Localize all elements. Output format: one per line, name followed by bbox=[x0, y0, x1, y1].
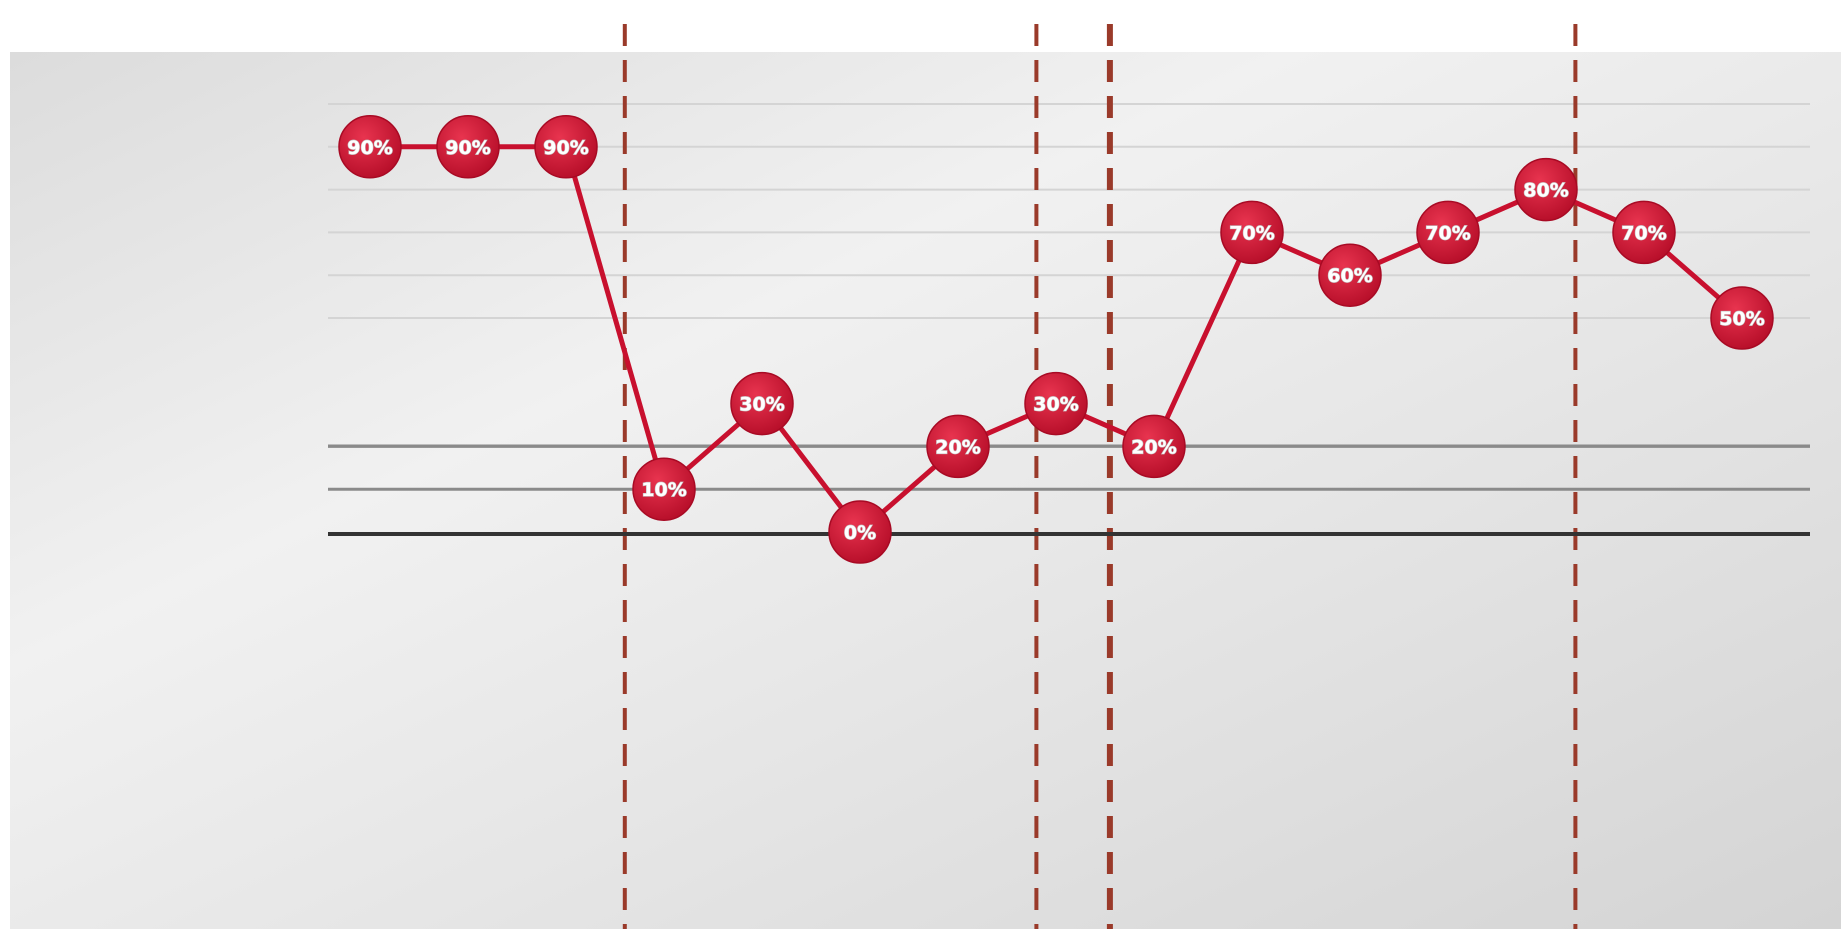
data-point bbox=[1514, 157, 1578, 222]
section-dividers bbox=[622, 24, 1578, 929]
data-label: 30% bbox=[739, 394, 784, 416]
data-label: 70% bbox=[1425, 222, 1470, 244]
data-point bbox=[338, 115, 402, 179]
data-point bbox=[730, 371, 794, 436]
data-point bbox=[1318, 243, 1382, 307]
data-label: 10% bbox=[641, 479, 686, 501]
data-label: 20% bbox=[935, 436, 980, 458]
data-label: 70% bbox=[1621, 222, 1666, 244]
data-point bbox=[436, 115, 500, 179]
data-point bbox=[828, 500, 892, 564]
data-label: 30% bbox=[1033, 394, 1078, 416]
data-point bbox=[1416, 200, 1480, 265]
data-label: 80% bbox=[1523, 180, 1568, 202]
data-label: 60% bbox=[1327, 265, 1372, 287]
data-points: 90% 90% 90% 10% 30% 0% 20% 30% 20% 70% 60% 70% 80% 70… bbox=[338, 115, 1774, 564]
data-point bbox=[632, 457, 696, 521]
data-point bbox=[1122, 414, 1186, 479]
data-label: 50% bbox=[1719, 308, 1764, 330]
data-label: 90% bbox=[347, 137, 392, 159]
data-label: 90% bbox=[543, 137, 588, 159]
data-point bbox=[1710, 286, 1774, 350]
data-point bbox=[534, 115, 598, 179]
data-label: 20% bbox=[1131, 436, 1176, 458]
data-point bbox=[1220, 200, 1284, 265]
data-label: 90% bbox=[445, 137, 490, 159]
data-label: 70% bbox=[1229, 222, 1274, 244]
data-label: 0% bbox=[844, 522, 876, 544]
data-point bbox=[926, 414, 990, 479]
data-point bbox=[1612, 200, 1676, 265]
data-point bbox=[1024, 371, 1088, 436]
